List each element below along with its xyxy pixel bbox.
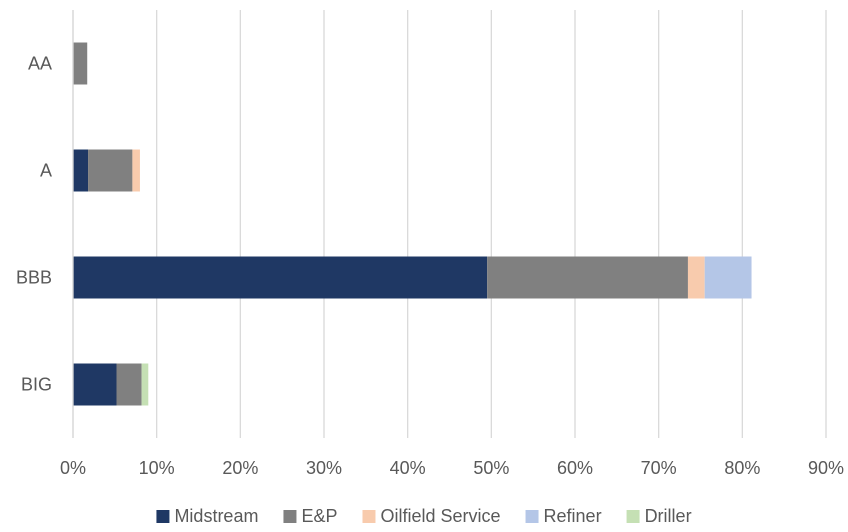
x-tick-label: 10% [139,458,175,478]
legend-label: Oilfield Service [380,506,500,526]
bar-segment-refiner [704,256,752,299]
legend-label: Refiner [544,506,602,526]
legend-label: Midstream [174,506,258,526]
y-tick-label: AA [28,54,52,74]
x-tick-label: 0% [60,458,86,478]
gridlines [72,10,827,438]
bar-segment-e-p [487,256,688,299]
legend-item: E&P [283,506,337,526]
legend-swatch [156,510,170,523]
bar-segment-midstream [73,363,117,406]
y-tick-label: A [40,161,52,181]
legend-label: Driller [645,506,692,526]
x-tick-label: 20% [222,458,258,478]
x-tick-label: 40% [390,458,426,478]
legend-swatch [283,510,297,523]
y-tick-label: BIG [21,375,52,395]
bar-segment-midstream [73,149,89,192]
legend-item: Midstream [156,506,258,526]
bar-segment-oilfield-service [132,149,140,192]
bar-segment-e-p [73,42,88,85]
bar-segment-e-p [116,363,142,406]
x-tick-label: 70% [641,458,677,478]
legend-item: Driller [626,506,692,526]
y-tick-label: BBB [16,268,52,288]
legend-swatch [525,510,539,523]
bar-segment-midstream [73,256,488,299]
legend: Midstream E&P Oilfield Service Refiner Drill… [156,506,692,526]
bar-segment-oilfield-service [687,256,705,299]
x-tick-label: 50% [473,458,509,478]
bar-segment-e-p [88,149,133,192]
legend-item: Refiner [525,506,602,526]
x-tick-label: 30% [306,458,342,478]
x-axis: 0% 10% 20% 30% 40% 50% 60% 70% 80% 90% [60,458,844,478]
bars [73,42,752,406]
x-tick-label: 80% [724,458,760,478]
legend-swatch [626,510,640,523]
bar-segment-driller [141,363,149,406]
legend-item: Oilfield Service [362,506,501,526]
x-tick-label: 90% [808,458,844,478]
legend-swatch [362,510,376,523]
legend-label: E&P [301,506,337,526]
x-tick-label: 60% [557,458,593,478]
